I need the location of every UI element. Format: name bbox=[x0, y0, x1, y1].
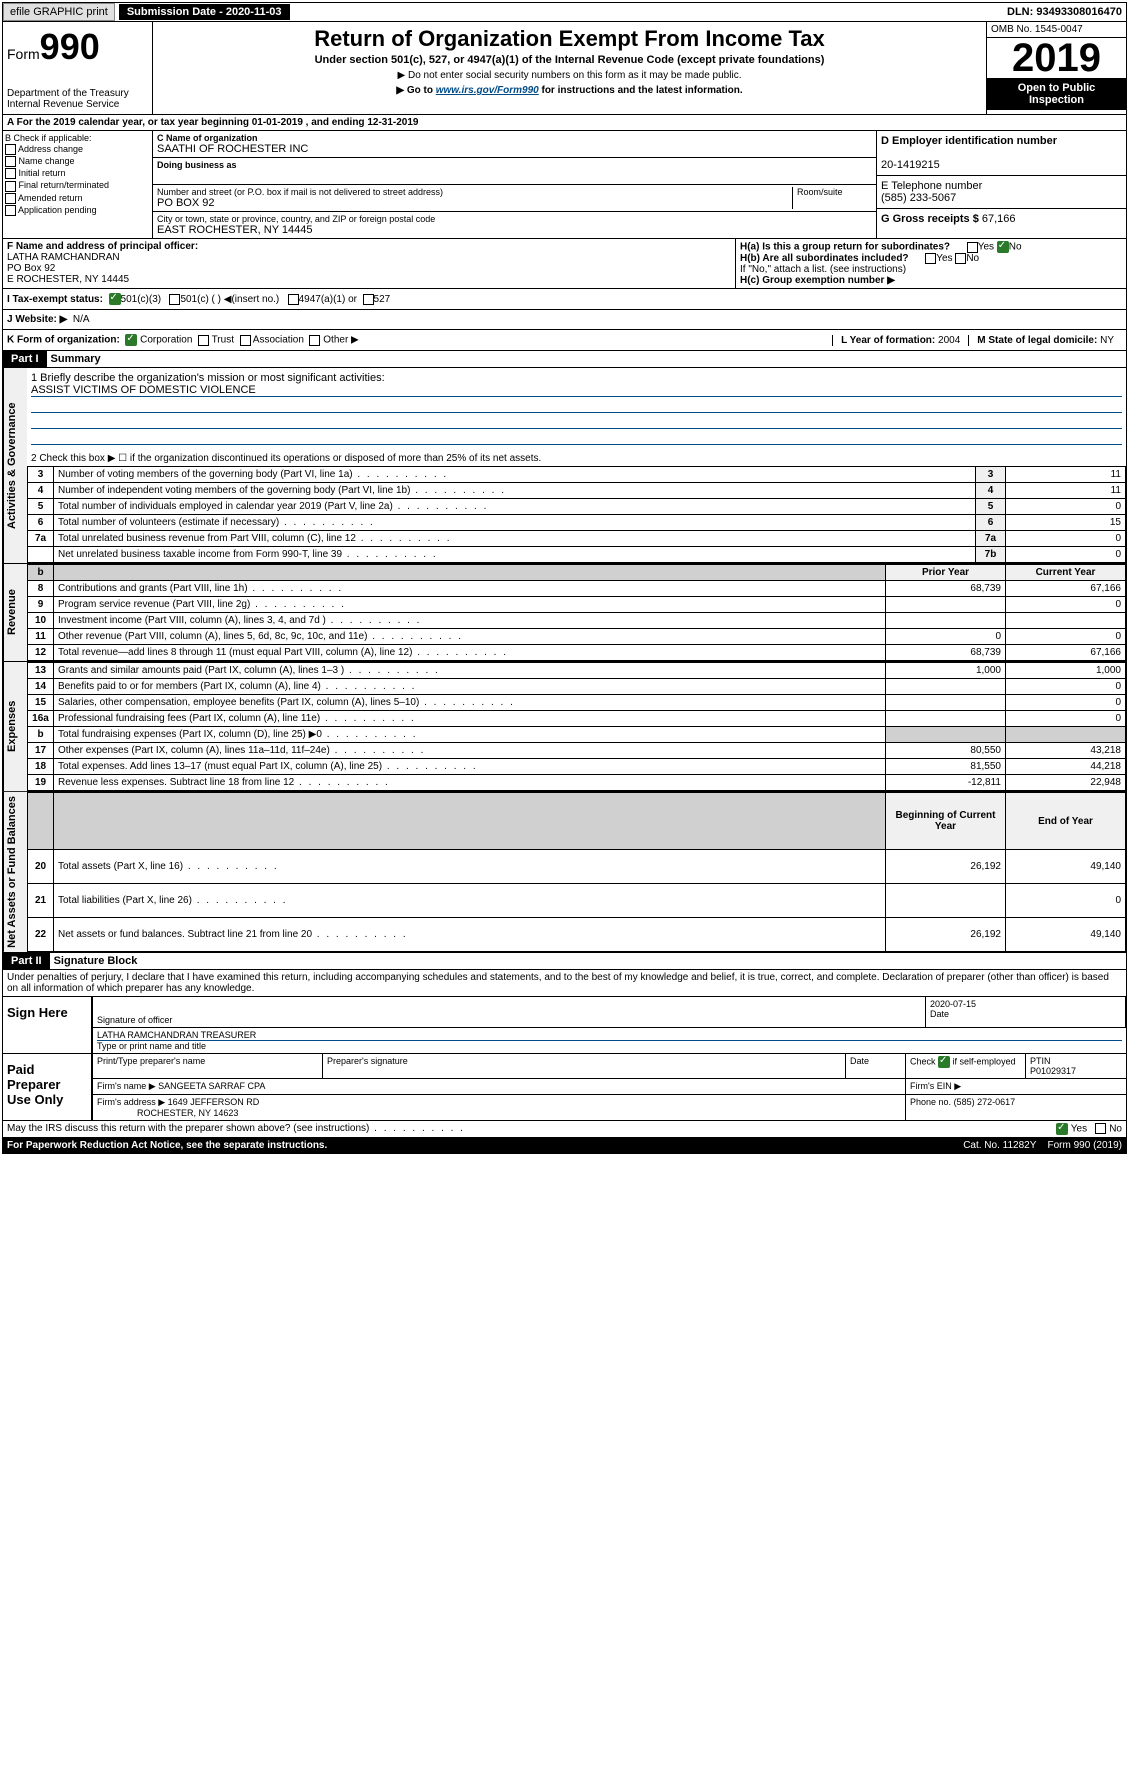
sign-here-block: Sign Here Signature of officer 2020-07-1… bbox=[2, 997, 1127, 1054]
check-icon bbox=[125, 334, 137, 346]
part1-title: Summary bbox=[47, 351, 105, 367]
footer: For Paperwork Reduction Act Notice, see … bbox=[2, 1138, 1127, 1154]
top-bar: efile GRAPHIC print Submission Date - 20… bbox=[2, 2, 1127, 22]
paid-preparer-label: Paid Preparer Use Only bbox=[3, 1054, 93, 1120]
org-name: SAATHI OF ROCHESTER INC bbox=[157, 143, 872, 155]
checkbox-icon[interactable] bbox=[5, 144, 16, 155]
check-icon bbox=[109, 293, 121, 305]
address-box: Number and street (or P.O. box if mail i… bbox=[157, 187, 792, 209]
org-name-box: C Name of organization SAATHI OF ROCHEST… bbox=[153, 131, 876, 158]
k-org-row: K Form of organization: Corporation Trus… bbox=[2, 330, 1127, 351]
group-return: H(a) Is this a group return for subordin… bbox=[736, 239, 1126, 288]
city-box: City or town, state or province, country… bbox=[153, 212, 876, 238]
irs-link[interactable]: www.irs.gov/Form990 bbox=[436, 85, 539, 96]
mission-box: 1 Briefly describe the organization's mi… bbox=[27, 368, 1126, 451]
revenue-table: bPrior YearCurrent Year8Contributions an… bbox=[27, 564, 1126, 661]
officer-name: LATHA RAMCHANDRAN TREASURER bbox=[97, 1030, 1122, 1041]
form-title: Return of Organization Exempt From Incom… bbox=[157, 26, 982, 52]
tax-period: A For the 2019 calendar year, or tax yea… bbox=[2, 115, 1127, 131]
checkbox-icon[interactable] bbox=[5, 193, 16, 204]
open-public-badge: Open to Public Inspection bbox=[987, 78, 1126, 110]
room-suite: Room/suite bbox=[792, 187, 872, 209]
ssn-note: ▶ Do not enter social security numbers o… bbox=[157, 70, 982, 81]
section-b: B Check if applicable: Address change Na… bbox=[3, 131, 153, 238]
mission-text: ASSIST VICTIMS OF DOMESTIC VIOLENCE bbox=[31, 384, 1122, 397]
checkbox-icon[interactable] bbox=[5, 181, 16, 192]
part1-header: Part I bbox=[3, 351, 47, 367]
info-grid: B Check if applicable: Address change Na… bbox=[2, 131, 1127, 239]
expenses-table: 13Grants and similar amounts paid (Part … bbox=[27, 662, 1126, 791]
principal-officer: F Name and address of principal officer:… bbox=[3, 239, 736, 288]
check-icon bbox=[997, 241, 1009, 253]
efile-button[interactable]: efile GRAPHIC print bbox=[3, 3, 115, 21]
website-row: J Website: ▶ N/A bbox=[2, 310, 1127, 330]
revenue-label: Revenue bbox=[3, 564, 27, 661]
paid-preparer-block: Paid Preparer Use Only Print/Type prepar… bbox=[2, 1054, 1127, 1121]
expenses-label: Expenses bbox=[3, 662, 27, 791]
checkbox-icon[interactable] bbox=[5, 168, 16, 179]
dln-number: DLN: 93493308016470 bbox=[1007, 6, 1126, 18]
governance-label: Activities & Governance bbox=[3, 368, 27, 563]
tax-status-row: I Tax-exempt status: 501(c)(3) 501(c) ( … bbox=[2, 289, 1127, 310]
dept-label: Department of the Treasury Internal Reve… bbox=[7, 88, 148, 110]
declaration: Under penalties of perjury, I declare th… bbox=[2, 970, 1127, 997]
form-subtitle: Under section 501(c), 527, or 4947(a)(1)… bbox=[157, 54, 982, 66]
form-number: Form990 bbox=[7, 26, 148, 68]
discuss-row: May the IRS discuss this return with the… bbox=[2, 1121, 1127, 1138]
netassets-table: Beginning of Current YearEnd of Year20To… bbox=[27, 792, 1126, 952]
part2-title: Signature Block bbox=[50, 953, 142, 969]
check-icon bbox=[1056, 1123, 1068, 1135]
form-header: Form990 Department of the Treasury Inter… bbox=[2, 22, 1127, 115]
part2-header: Part II bbox=[3, 953, 50, 969]
submission-date: Submission Date - 2020-11-03 bbox=[119, 4, 290, 20]
governance-table: 3Number of voting members of the governi… bbox=[27, 466, 1126, 563]
sign-here-label: Sign Here bbox=[3, 997, 93, 1053]
goto-note: ▶ Go to www.irs.gov/Form990 for instruct… bbox=[157, 85, 982, 96]
tax-year: 2019 bbox=[987, 38, 1126, 78]
check-icon bbox=[938, 1056, 950, 1068]
dba-box: Doing business as bbox=[153, 158, 876, 185]
netassets-label: Net Assets or Fund Balances bbox=[3, 792, 27, 952]
checkbox-icon[interactable] bbox=[5, 205, 16, 216]
gross-receipts: G Gross receipts $ 67,166 bbox=[877, 209, 1126, 229]
phone-box: E Telephone number (585) 233-5067 bbox=[877, 176, 1126, 209]
checkbox-icon[interactable] bbox=[5, 156, 16, 167]
line2: 2 Check this box ▶ ☐ if the organization… bbox=[27, 451, 1126, 466]
section-b-header: B Check if applicable: bbox=[5, 133, 150, 143]
ein-box: D Employer identification number 20-1419… bbox=[877, 131, 1126, 176]
